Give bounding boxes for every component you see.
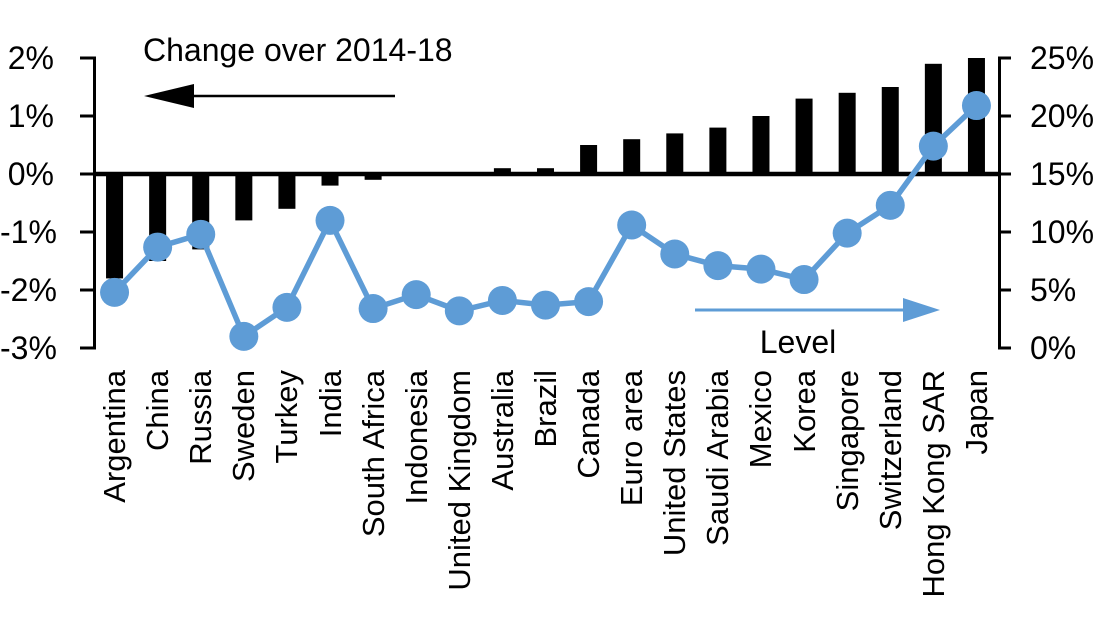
category-label: Sweden [226,370,262,483]
bar [795,98,813,174]
category-label: Saudi Arabia [700,370,736,546]
right-axis-tick-label: 15% [1030,156,1095,192]
axes [80,56,1011,350]
line-marker [961,91,991,121]
bar [666,133,684,174]
bar [321,174,339,186]
right-axis-tick-label: 25% [1030,40,1095,76]
category-label: Australia [484,370,520,491]
bar [235,174,253,221]
category-label: Japan [958,370,994,455]
line-marker [229,321,259,351]
line-marker [617,210,647,240]
bar [709,127,727,174]
bar [106,174,124,279]
line-marker [703,251,733,281]
right-axis-tick-label: 20% [1030,98,1095,134]
line-marker [746,254,776,284]
category-label: United States [657,370,693,557]
line-marker [789,265,819,295]
line-marker [143,232,173,262]
bar [364,174,382,180]
category-label: Hong Kong SAR [915,370,951,598]
bar [838,92,856,174]
category-label: Turkey [269,370,305,464]
bar [278,174,296,209]
category-label: Switzerland [872,370,908,531]
category-label: Euro area [614,370,650,507]
bar [752,116,770,174]
left-axis-tick-label: -1% [0,214,57,250]
category-label: Mexico [743,370,779,469]
line-marker [401,280,431,310]
right-axis-tick-label: 10% [1030,214,1095,250]
line-marker [660,239,690,269]
bar [580,145,598,174]
left-axis-tick-label: 0% [7,156,54,192]
line-marker [272,292,302,322]
category-label: South Africa [355,370,391,538]
line-marker [315,205,345,235]
right-axis-tick-label: 5% [1030,272,1077,308]
right-series-title: Level [759,324,837,360]
line-series [100,91,991,351]
left-axis-tick-label: 2% [7,40,54,76]
bar [537,168,554,174]
line-marker [574,287,604,317]
category-label: Russia [183,370,219,465]
category-label: Brazil [528,370,563,448]
level-arrow-right-icon [695,298,940,322]
right-axis-tick-label: 0% [1030,330,1077,366]
line-marker [186,219,216,249]
line-marker [358,294,388,324]
bar [623,139,641,174]
line-marker [444,296,474,326]
line-marker [918,131,948,161]
bar [493,168,511,174]
left-series-title: Change over 2014-18 [143,32,453,68]
line-marker [832,218,862,248]
category-label: India [312,370,348,438]
line-marker [875,190,905,220]
category-label: Canada [571,370,607,479]
category-label: Argentina [97,370,133,503]
category-label: United Kingdom [441,370,477,591]
left-axis-tick-label: -2% [0,272,57,308]
line-marker [531,290,560,320]
line-marker [100,277,130,307]
category-label: Singapore [829,370,865,512]
category-label: Indonesia [398,370,434,505]
category-label: Korea [786,370,822,453]
left-axis-tick-label: -3% [0,330,57,366]
change-arrow-left-icon [144,84,395,108]
left-axis-tick-label: 1% [7,98,54,134]
line-marker [487,285,517,315]
bar [881,87,899,174]
category-label: China [140,370,176,451]
